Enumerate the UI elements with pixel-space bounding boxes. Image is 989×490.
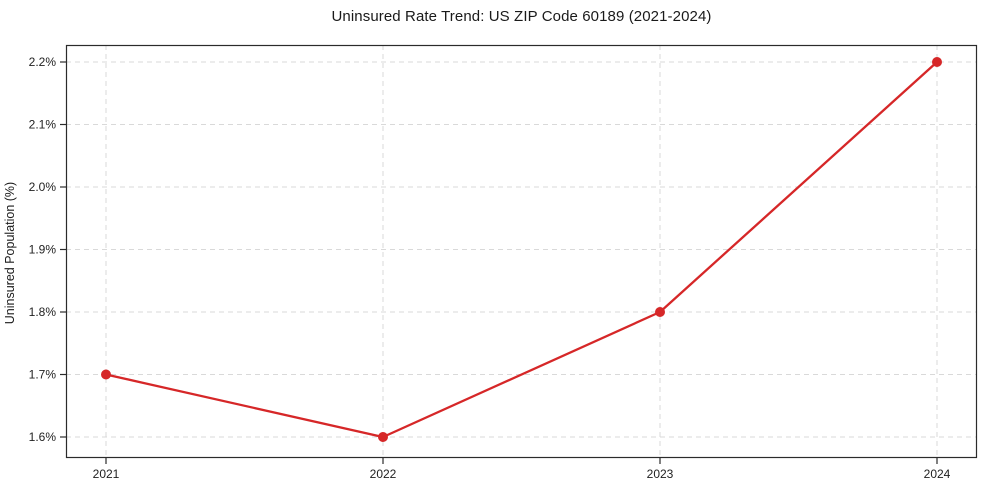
y-tick-label: 1.8% [29, 305, 57, 319]
plot-border [65, 44, 978, 459]
x-tick-label: 2022 [370, 467, 397, 481]
data-point-2021 [101, 369, 111, 380]
y-tick-label: 1.7% [29, 368, 57, 382]
y-tick-label: 1.9% [29, 243, 57, 257]
y-tick-label: 1.6% [29, 430, 57, 444]
data-point-2024 [932, 57, 942, 67]
y-tick-label: 2.1% [29, 118, 57, 132]
x-tick-label: 2024 [924, 467, 951, 481]
axis-layer: 1.6% 1.7% 1.8% 1.9% 2.0% 2.1% 2.2% 2021 2022 2023… [29, 44, 978, 481]
grid-layer [66, 45, 977, 458]
data-point-2022 [378, 432, 388, 442]
chart-title: Uninsured Rate Trend: US ZIP Code 60189 … [331, 8, 712, 25]
series-layer [101, 57, 942, 442]
data-point-2023 [655, 307, 665, 317]
y-tick-label: 2.2% [29, 55, 57, 69]
x-tick-label: 2021 [93, 467, 120, 481]
y-tick-label: 2.0% [29, 180, 57, 194]
trend-line [104, 60, 939, 439]
x-tick-label: 2023 [647, 467, 674, 481]
